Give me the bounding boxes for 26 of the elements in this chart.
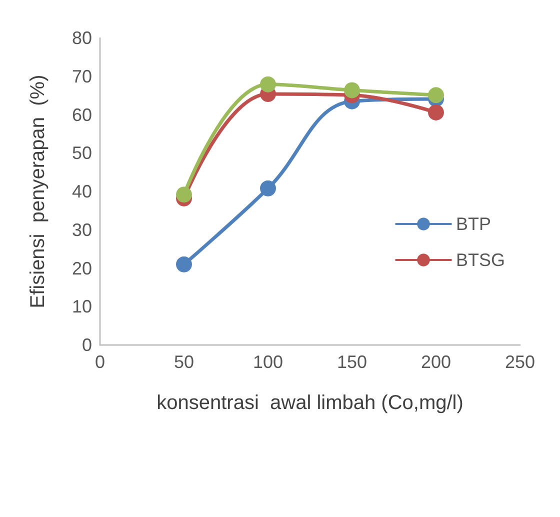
legend-label: BTP xyxy=(456,214,492,234)
y-tick-label: 10 xyxy=(72,296,92,317)
y-tick-label: 30 xyxy=(72,220,92,240)
y-tick-label: 60 xyxy=(72,104,92,125)
point xyxy=(260,76,276,92)
y-tick-label: 0 xyxy=(82,335,92,355)
x-tick-label: 150 xyxy=(336,352,368,372)
point xyxy=(344,82,360,98)
point xyxy=(176,186,192,203)
point xyxy=(260,180,276,196)
y-tick-label: 80 xyxy=(72,28,92,48)
y-tick-label: 70 xyxy=(72,66,92,86)
point xyxy=(428,104,444,120)
point xyxy=(176,256,192,272)
x-tick-label: 50 xyxy=(174,352,194,372)
x-tick-label: 250 xyxy=(504,352,536,372)
point xyxy=(428,87,444,104)
x-axis-title: konsentrasi awal limbah (Co,mg/l) xyxy=(156,392,464,414)
x-tick-label: 200 xyxy=(420,352,452,372)
legend-label: BTSG xyxy=(456,250,506,270)
y-axis-title: Efisiensi penyerapan (%) xyxy=(27,74,49,308)
y-tick-label: 50 xyxy=(72,143,92,164)
x-tick-label: 100 xyxy=(252,352,284,372)
y-tick-label: 20 xyxy=(72,258,92,278)
x-tick-label: 0 xyxy=(94,352,106,372)
y-tick-label: 40 xyxy=(72,182,92,202)
